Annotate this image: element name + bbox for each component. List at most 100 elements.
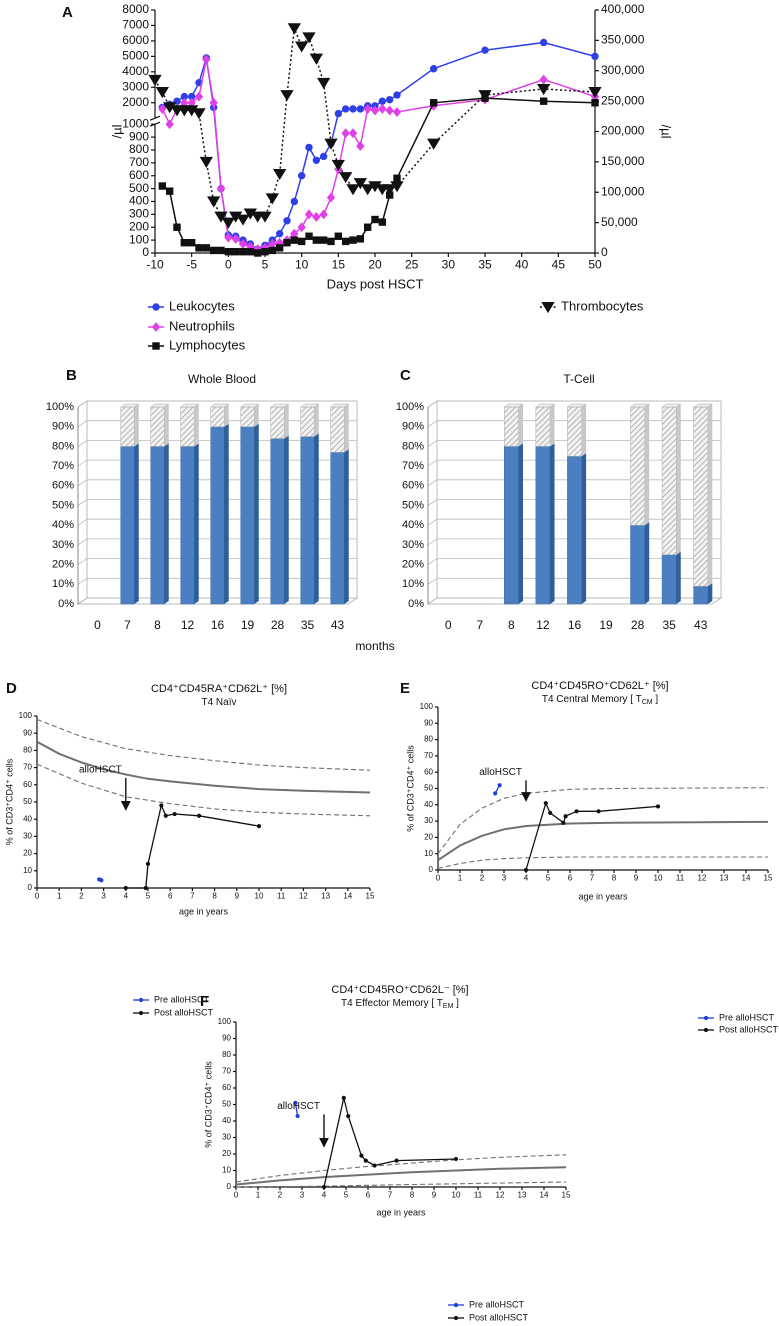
y2-tick-label: 250,000 <box>601 93 645 107</box>
marker <box>196 813 202 818</box>
grid-line <box>77 577 357 585</box>
bar <box>180 446 195 605</box>
y-tick-label: 600 <box>129 168 149 182</box>
marker <box>312 212 321 222</box>
marker <box>591 52 599 61</box>
y-tick-label: 2000 <box>122 95 149 109</box>
marker <box>217 246 225 255</box>
bar <box>630 406 645 526</box>
marker <box>293 1100 298 1105</box>
x-tick-label: 14 <box>343 892 352 901</box>
marker <box>324 138 338 150</box>
marker <box>305 143 313 152</box>
bar <box>661 554 677 605</box>
x-tick-label: 14 <box>742 874 751 883</box>
bar-top <box>179 403 200 408</box>
bar <box>270 406 285 439</box>
y-tick-label: 0 <box>142 245 149 259</box>
y-tick-label: 50 <box>23 797 32 806</box>
bar-side <box>314 433 319 604</box>
grid-line <box>77 499 357 506</box>
x-tick-label: 0 <box>445 618 452 632</box>
y-tick-label: 60 <box>222 1083 231 1092</box>
bar-side <box>518 404 523 447</box>
marker <box>283 217 291 225</box>
marker <box>339 172 353 184</box>
legend-marker <box>453 1302 459 1308</box>
chart-title: CD4⁺CD45RA⁺CD62L⁺ [%] <box>151 683 287 695</box>
marker <box>429 65 438 73</box>
reference-curve <box>437 820 769 862</box>
reference-curve <box>235 1154 567 1183</box>
bar <box>535 446 551 605</box>
x-tick-label: 15 <box>764 874 773 883</box>
marker <box>256 823 262 829</box>
marker <box>172 811 177 817</box>
marker <box>159 803 164 808</box>
y2-tick-label: 100,000 <box>601 184 645 198</box>
x-tick-label: 16 <box>211 618 225 632</box>
bar-side <box>254 423 259 604</box>
marker <box>349 105 357 113</box>
grid-line <box>427 538 721 546</box>
grid-line <box>427 558 721 565</box>
legend-label: Lymphocytes <box>169 337 246 352</box>
annotation-label: alloHSCT <box>277 1101 320 1112</box>
marker <box>588 87 602 99</box>
x-tick-label: 50 <box>588 258 602 272</box>
y-tick-label: 0 <box>227 1182 232 1191</box>
x-tick-label: 19 <box>241 618 255 632</box>
marker <box>655 804 661 809</box>
bar <box>504 406 519 447</box>
marker <box>394 1158 399 1163</box>
bar-side <box>707 583 713 604</box>
bar-side <box>134 443 139 604</box>
marker <box>317 77 331 89</box>
panel-letter: D <box>6 680 17 697</box>
marker <box>596 809 601 814</box>
marker <box>231 248 240 256</box>
panel-letter: A <box>62 4 73 21</box>
marker <box>393 174 401 183</box>
legend-marker <box>138 1010 144 1016</box>
legend-label: Post alloHSCT <box>469 1312 529 1322</box>
x-tick-label: 15 <box>332 258 346 272</box>
bar-top <box>299 403 320 408</box>
legend-label: Neutrophils <box>169 318 235 333</box>
y-tick-label: 6000 <box>122 33 149 47</box>
x-tick-label: 0 <box>225 258 232 272</box>
grid-line <box>427 400 721 408</box>
y-tick-label: 100% <box>46 401 74 413</box>
marker <box>563 814 568 819</box>
bar <box>693 406 709 587</box>
x-tick-label: 12 <box>299 892 308 901</box>
grid-line <box>427 440 721 447</box>
grid-line <box>77 400 357 408</box>
marker <box>346 184 360 196</box>
legend-marker <box>541 302 555 314</box>
y-tick-label: 0% <box>58 598 74 610</box>
y-tick-label: 90% <box>402 421 424 433</box>
chart-subtitle: T4 Effector Memory [ TEM ] <box>341 998 459 1011</box>
marker <box>99 878 104 883</box>
x-tick-label: 35 <box>478 258 492 272</box>
y-tick-label: 30% <box>402 539 424 551</box>
y-tick-label: 10% <box>402 578 424 590</box>
x-tick-label: 11 <box>676 874 685 883</box>
y-tick-label: 90 <box>424 718 433 727</box>
bar-side <box>134 404 139 447</box>
marker <box>356 141 365 152</box>
bar-side <box>284 404 289 439</box>
bar-side <box>254 404 259 427</box>
marker <box>385 105 394 116</box>
marker <box>295 41 309 53</box>
marker <box>539 74 548 85</box>
reference-curve <box>235 1181 567 1188</box>
marker <box>187 238 196 247</box>
y-tick-label: 100 <box>218 1017 232 1026</box>
bar-top <box>269 403 290 408</box>
x-tick-label: 40 <box>515 258 529 272</box>
marker <box>341 105 350 113</box>
y-tick-label: 0 <box>28 883 33 892</box>
